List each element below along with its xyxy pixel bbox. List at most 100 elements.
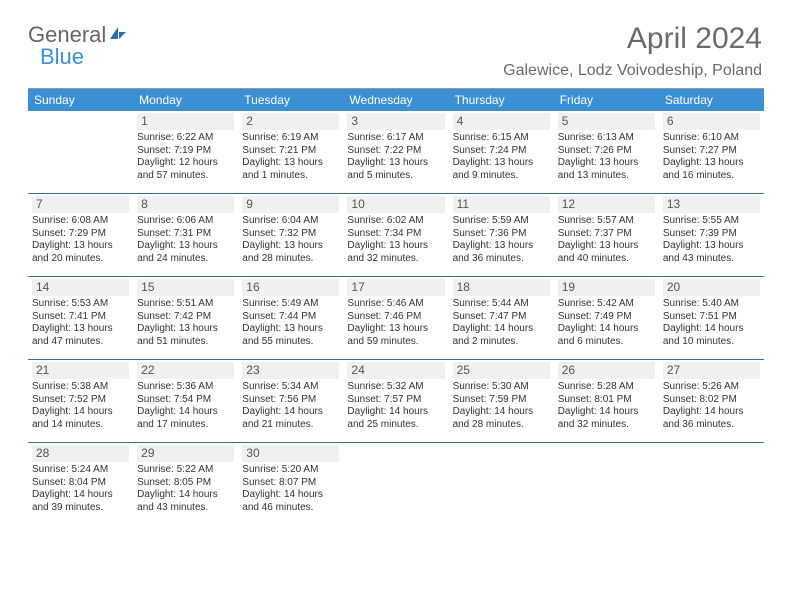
- calendar-week: 28Sunrise: 5:24 AMSunset: 8:04 PMDayligh…: [28, 443, 764, 525]
- calendar-day-cell: 24Sunrise: 5:32 AMSunset: 7:57 PMDayligh…: [343, 360, 448, 442]
- calendar-day-cell: 23Sunrise: 5:34 AMSunset: 7:56 PMDayligh…: [238, 360, 343, 442]
- calendar-day-cell: [449, 443, 554, 525]
- sunset-text: Sunset: 7:47 PM: [453, 311, 550, 324]
- sunset-text: Sunset: 7:56 PM: [242, 394, 339, 407]
- sunrise-text: Sunrise: 5:34 AM: [242, 381, 339, 394]
- day-number: 16: [242, 279, 339, 296]
- sunset-text: Sunset: 7:54 PM: [137, 394, 234, 407]
- sunset-text: Sunset: 7:57 PM: [347, 394, 444, 407]
- calendar-week: 21Sunrise: 5:38 AMSunset: 7:52 PMDayligh…: [28, 360, 764, 443]
- day-number: 10: [347, 196, 444, 213]
- sunset-text: Sunset: 7:37 PM: [558, 228, 655, 241]
- calendar-day-cell: 29Sunrise: 5:22 AMSunset: 8:05 PMDayligh…: [133, 443, 238, 525]
- calendar-day-cell: 26Sunrise: 5:28 AMSunset: 8:01 PMDayligh…: [554, 360, 659, 442]
- sunset-text: Sunset: 7:22 PM: [347, 145, 444, 158]
- sunset-text: Sunset: 7:36 PM: [453, 228, 550, 241]
- daylight-text: Daylight: 13 hours and 32 minutes.: [347, 240, 444, 265]
- daylight-text: Daylight: 13 hours and 36 minutes.: [453, 240, 550, 265]
- sunset-text: Sunset: 7:27 PM: [663, 145, 760, 158]
- sunset-text: Sunset: 8:01 PM: [558, 394, 655, 407]
- day-number: 28: [32, 445, 129, 462]
- calendar-day-cell: 4Sunrise: 6:15 AMSunset: 7:24 PMDaylight…: [449, 111, 554, 193]
- calendar-week: 14Sunrise: 5:53 AMSunset: 7:41 PMDayligh…: [28, 277, 764, 360]
- calendar-day-cell: [554, 443, 659, 525]
- sunset-text: Sunset: 7:49 PM: [558, 311, 655, 324]
- sunset-text: Sunset: 7:26 PM: [558, 145, 655, 158]
- sunset-text: Sunset: 7:51 PM: [663, 311, 760, 324]
- sunset-text: Sunset: 8:04 PM: [32, 477, 129, 490]
- daylight-text: Daylight: 13 hours and 9 minutes.: [453, 157, 550, 182]
- sunset-text: Sunset: 7:52 PM: [32, 394, 129, 407]
- day-number: 30: [242, 445, 339, 462]
- daylight-text: Daylight: 13 hours and 40 minutes.: [558, 240, 655, 265]
- daylight-text: Daylight: 14 hours and 6 minutes.: [558, 323, 655, 348]
- sunrise-text: Sunrise: 6:17 AM: [347, 132, 444, 145]
- sunrise-text: Sunrise: 6:10 AM: [663, 132, 760, 145]
- sunrise-text: Sunrise: 6:15 AM: [453, 132, 550, 145]
- calendar-day-cell: 17Sunrise: 5:46 AMSunset: 7:46 PMDayligh…: [343, 277, 448, 359]
- calendar-day-cell: 20Sunrise: 5:40 AMSunset: 7:51 PMDayligh…: [659, 277, 764, 359]
- day-number: 13: [663, 196, 760, 213]
- daylight-text: Daylight: 14 hours and 39 minutes.: [32, 489, 129, 514]
- calendar-week: 1Sunrise: 6:22 AMSunset: 7:19 PMDaylight…: [28, 111, 764, 194]
- sunrise-text: Sunrise: 5:38 AM: [32, 381, 129, 394]
- sunrise-text: Sunrise: 6:19 AM: [242, 132, 339, 145]
- calendar-day-cell: 7Sunrise: 6:08 AMSunset: 7:29 PMDaylight…: [28, 194, 133, 276]
- day-number: 19: [558, 279, 655, 296]
- sunset-text: Sunset: 8:05 PM: [137, 477, 234, 490]
- daylight-text: Daylight: 13 hours and 28 minutes.: [242, 240, 339, 265]
- daylight-text: Daylight: 14 hours and 14 minutes.: [32, 406, 129, 431]
- calendar: SundayMondayTuesdayWednesdayThursdayFrid…: [28, 88, 764, 525]
- sunrise-text: Sunrise: 5:42 AM: [558, 298, 655, 311]
- sunrise-text: Sunrise: 5:44 AM: [453, 298, 550, 311]
- calendar-header-cell: Saturday: [659, 89, 764, 111]
- calendar-header-cell: Tuesday: [238, 89, 343, 111]
- calendar-day-cell: 5Sunrise: 6:13 AMSunset: 7:26 PMDaylight…: [554, 111, 659, 193]
- day-number: 25: [453, 362, 550, 379]
- sunset-text: Sunset: 7:29 PM: [32, 228, 129, 241]
- location-text: Galewice, Lodz Voivodeship, Poland: [503, 62, 762, 80]
- daylight-text: Daylight: 13 hours and 1 minutes.: [242, 157, 339, 182]
- day-number: 26: [558, 362, 655, 379]
- calendar-day-cell: 16Sunrise: 5:49 AMSunset: 7:44 PMDayligh…: [238, 277, 343, 359]
- daylight-text: Daylight: 14 hours and 10 minutes.: [663, 323, 760, 348]
- sunrise-text: Sunrise: 5:24 AM: [32, 464, 129, 477]
- sunset-text: Sunset: 8:02 PM: [663, 394, 760, 407]
- sunset-text: Sunset: 7:32 PM: [242, 228, 339, 241]
- sunrise-text: Sunrise: 6:06 AM: [137, 215, 234, 228]
- sunrise-text: Sunrise: 6:04 AM: [242, 215, 339, 228]
- day-number: 18: [453, 279, 550, 296]
- daylight-text: Daylight: 14 hours and 21 minutes.: [242, 406, 339, 431]
- day-number: 29: [137, 445, 234, 462]
- daylight-text: Daylight: 13 hours and 13 minutes.: [558, 157, 655, 182]
- daylight-text: Daylight: 14 hours and 2 minutes.: [453, 323, 550, 348]
- sunrise-text: Sunrise: 5:53 AM: [32, 298, 129, 311]
- day-number: 1: [137, 113, 234, 130]
- day-number: 15: [137, 279, 234, 296]
- calendar-header-cell: Thursday: [449, 89, 554, 111]
- calendar-day-cell: 12Sunrise: 5:57 AMSunset: 7:37 PMDayligh…: [554, 194, 659, 276]
- sunset-text: Sunset: 7:31 PM: [137, 228, 234, 241]
- sunrise-text: Sunrise: 5:46 AM: [347, 298, 444, 311]
- daylight-text: Daylight: 14 hours and 28 minutes.: [453, 406, 550, 431]
- calendar-week: 7Sunrise: 6:08 AMSunset: 7:29 PMDaylight…: [28, 194, 764, 277]
- sunset-text: Sunset: 7:41 PM: [32, 311, 129, 324]
- day-number: 17: [347, 279, 444, 296]
- sunset-text: Sunset: 7:42 PM: [137, 311, 234, 324]
- calendar-day-cell: 11Sunrise: 5:59 AMSunset: 7:36 PMDayligh…: [449, 194, 554, 276]
- sunset-text: Sunset: 7:39 PM: [663, 228, 760, 241]
- day-number: 12: [558, 196, 655, 213]
- sunrise-text: Sunrise: 5:26 AM: [663, 381, 760, 394]
- daylight-text: Daylight: 13 hours and 20 minutes.: [32, 240, 129, 265]
- calendar-day-cell: [343, 443, 448, 525]
- sunset-text: Sunset: 7:24 PM: [453, 145, 550, 158]
- calendar-day-cell: 15Sunrise: 5:51 AMSunset: 7:42 PMDayligh…: [133, 277, 238, 359]
- daylight-text: Daylight: 14 hours and 43 minutes.: [137, 489, 234, 514]
- daylight-text: Daylight: 13 hours and 51 minutes.: [137, 323, 234, 348]
- sunrise-text: Sunrise: 5:49 AM: [242, 298, 339, 311]
- calendar-header-cell: Sunday: [28, 89, 133, 111]
- sunrise-text: Sunrise: 5:36 AM: [137, 381, 234, 394]
- day-number: 7: [32, 196, 129, 213]
- sunset-text: Sunset: 7:46 PM: [347, 311, 444, 324]
- daylight-text: Daylight: 13 hours and 43 minutes.: [663, 240, 760, 265]
